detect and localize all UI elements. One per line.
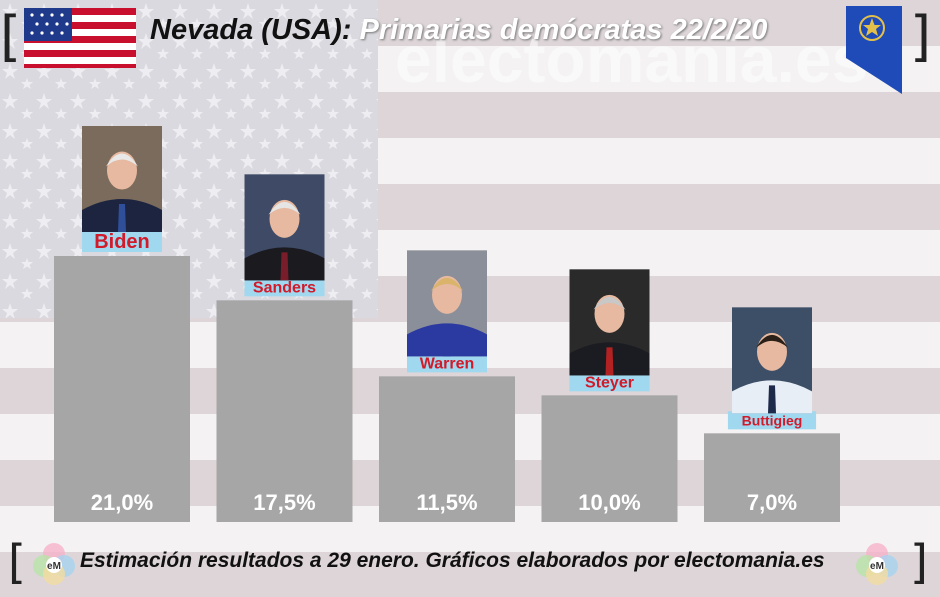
- footer-bracket-left: [: [8, 535, 26, 589]
- electomania-logo-left: eM: [33, 543, 75, 585]
- watermark: electomania.es: [395, 22, 868, 96]
- candidate-label-bg: [82, 230, 162, 252]
- candidate-label-bg: [407, 354, 487, 373]
- title-bracket-right: ]: [910, 5, 932, 68]
- footer-note: Estimación resultados a 29 enero. Gráfic…: [80, 549, 825, 572]
- logo-text: eM: [870, 561, 884, 572]
- footer-bracket-right: ]: [910, 535, 928, 589]
- title-bracket-left: [: [0, 5, 22, 68]
- candidate-label-bg: [569, 373, 650, 392]
- candidate-portrait: [82, 126, 162, 232]
- bar-steyer: [541, 395, 678, 522]
- candidate-portrait: [244, 174, 325, 281]
- chart-title: Nevada (USA): Primarias demócratas 22/2/…: [150, 14, 850, 47]
- bar-value-label: 17,5%: [253, 490, 315, 515]
- candidate-label-bg: [727, 411, 817, 430]
- bar-sanders: [216, 300, 353, 522]
- title-location: Nevada (USA):: [150, 14, 352, 46]
- bars-group: 21,0% Biden 17,5% Sanders 11,5% Warren 10,0% St…: [54, 126, 840, 522]
- us-flag-icon: [24, 8, 136, 68]
- candidate-name: Buttigieg: [742, 412, 803, 428]
- bar-value-label: 7,0%: [747, 490, 797, 515]
- bar-value-label: 21,0%: [91, 490, 153, 515]
- bar-biden: [54, 256, 190, 522]
- candidate-portrait: [407, 250, 487, 357]
- bar-value-label: 11,5%: [416, 490, 477, 515]
- candidate-label-bg: [244, 278, 325, 297]
- electomania-logo-right: eM: [856, 543, 898, 585]
- title-event: Primarias demócratas 22/2/20: [359, 14, 768, 46]
- bar-warren: [379, 376, 515, 522]
- candidate-portrait: [732, 307, 812, 414]
- candidate-portrait: [569, 269, 650, 376]
- logo-text: eM: [47, 561, 61, 572]
- candidate-name: Steyer: [585, 374, 634, 391]
- bar-buttigieg: [704, 433, 840, 522]
- bar-value-label: 10,0%: [578, 490, 640, 515]
- candidate-name: Biden: [94, 231, 150, 253]
- candidate-name: Sanders: [253, 279, 316, 296]
- nevada-flag-icon: [846, 6, 902, 94]
- candidate-name: Warren: [420, 355, 475, 372]
